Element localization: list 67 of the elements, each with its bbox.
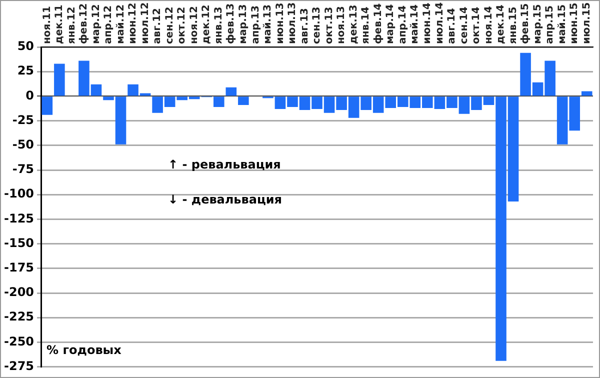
bar [226,87,237,96]
x-tick-label: авг.14 [446,8,458,44]
y-tick-label: -75 [12,162,34,176]
x-tick-label: сен.13 [312,6,323,44]
x-tick-label: апр.14 [397,5,408,44]
bar [238,96,249,106]
x-tick-label: окт.14 [471,6,482,44]
x-tick-label: июл.13 [287,2,298,44]
x-tick-label: сен.14 [458,6,470,44]
bar [54,64,65,96]
y-tick-label: -150 [4,236,34,250]
x-tick-label: апр.13 [250,5,262,44]
y-tick-label: -100 [4,186,34,201]
x-tick-label: мар.12 [90,4,102,44]
x-tick-label: май.14 [410,4,421,44]
x-tick-label: ноя.12 [188,6,200,44]
annotation: % годовых [46,342,122,357]
annotation: ↓ - девальвация [168,192,282,207]
x-tick-label: авг.12 [152,8,164,44]
x-tick-label: апр.12 [103,5,114,44]
y-tick-label: -225 [4,310,34,324]
x-tick-label: июл.14 [434,2,446,44]
bar [581,91,592,96]
y-tick-label: -250 [4,334,34,348]
x-tick-label: фев.12 [78,3,90,44]
x-tick-label: дек.12 [201,4,212,44]
x-tick-label: фев.14 [372,3,384,44]
x-tick-label: июн.12 [128,2,139,44]
y-tick-label: 0 [26,88,34,102]
y-tick-label: -200 [4,285,34,300]
y-tick-label: -175 [4,260,34,275]
x-tick-label: окт.12 [176,6,188,44]
y-tick-label: -275 [4,358,34,373]
x-tick-label: ноя.14 [483,6,494,44]
x-tick-label: янв.14 [360,6,372,44]
x-tick-label: дек.14 [496,4,507,44]
x-tick-label: май.13 [262,4,274,44]
x-tick-label: сен.12 [164,6,176,44]
y-tick-label: -50 [12,138,34,152]
x-tick-label: июн.15 [569,2,580,44]
y-tick-label: 50 [17,39,34,54]
x-tick-label: янв.15 [508,6,519,44]
x-tick-label: фев.15 [520,3,532,44]
x-tick-label: янв.13 [213,6,224,44]
x-tick-label: дек.11 [54,4,66,44]
x-tick-label: окт.13 [324,6,335,44]
x-tick-label: июл.15 [581,2,592,44]
x-tick-label: май.15 [556,4,568,44]
x-tick-label: май.12 [115,4,126,44]
y-tick-label: -25 [12,112,34,127]
x-tick-label: июл.12 [140,2,151,44]
x-tick-label: янв.12 [66,6,78,44]
y-tick-label: 25 [17,64,34,78]
annotation: ↑ - ревальвация [168,157,281,172]
x-tick-label: мар.13 [238,4,250,44]
x-tick-label: июн.13 [274,2,286,44]
x-tick-label: ноя.11 [42,6,53,44]
x-tick-label: июн.14 [422,2,434,44]
y-tick-label: -125 [4,211,34,226]
x-tick-label: мар.14 [385,4,396,44]
x-tick-label: фев.13 [226,3,237,44]
x-tick-label: ноя.13 [336,6,348,44]
bar [42,96,53,115]
x-tick-label: авг.13 [299,8,310,44]
x-tick-label: мар.15 [532,4,544,44]
x-tick-label: апр.15 [544,5,556,44]
x-tick-label: дек.13 [348,4,360,44]
